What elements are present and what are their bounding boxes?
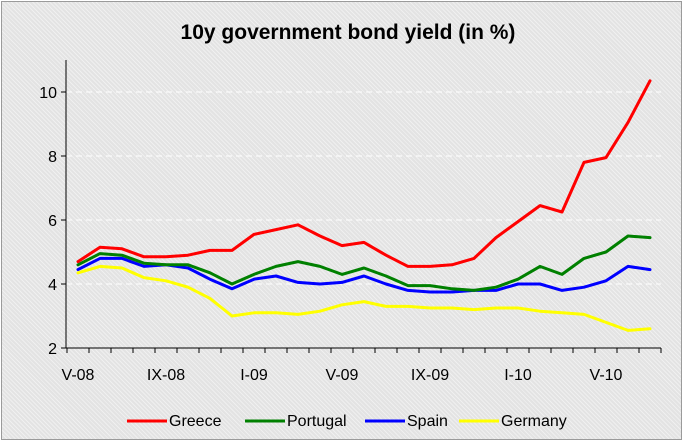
y-tick-label: 8 xyxy=(48,149,57,166)
legend-label-greece: Greece xyxy=(169,413,222,430)
legend: Greece Portugal Spain Germany xyxy=(127,413,567,430)
chart-title: 10y government bond yield (in %) xyxy=(181,21,516,44)
x-tick-label: V-09 xyxy=(326,367,359,384)
series-layer xyxy=(76,79,652,332)
series-line-germany xyxy=(76,264,652,332)
series-line-greece xyxy=(76,79,652,268)
y-tick-label: 2 xyxy=(48,341,57,358)
grid-layer xyxy=(66,91,661,285)
legend-label-portugal: Portugal xyxy=(287,413,347,430)
series-line-portugal xyxy=(76,234,652,292)
x-tick-label: IX-09 xyxy=(411,367,449,384)
x-tick-label: V-08 xyxy=(62,367,95,384)
axis-layer: 2 4 6 8 10 V-08 IX-08 I-09 V-09 IX-09 I-10 V-10 xyxy=(39,60,662,384)
x-tick-label: V-10 xyxy=(590,367,623,384)
x-tick-label: I-09 xyxy=(240,367,268,384)
legend-label-germany: Germany xyxy=(501,413,567,430)
y-tick-label: 10 xyxy=(39,85,57,102)
x-tick-label: I-10 xyxy=(504,367,532,384)
y-tick-label: 4 xyxy=(48,277,57,294)
x-tick-label: IX-08 xyxy=(147,367,185,384)
y-tick-label: 6 xyxy=(48,213,57,230)
legend-label-spain: Spain xyxy=(407,413,448,430)
